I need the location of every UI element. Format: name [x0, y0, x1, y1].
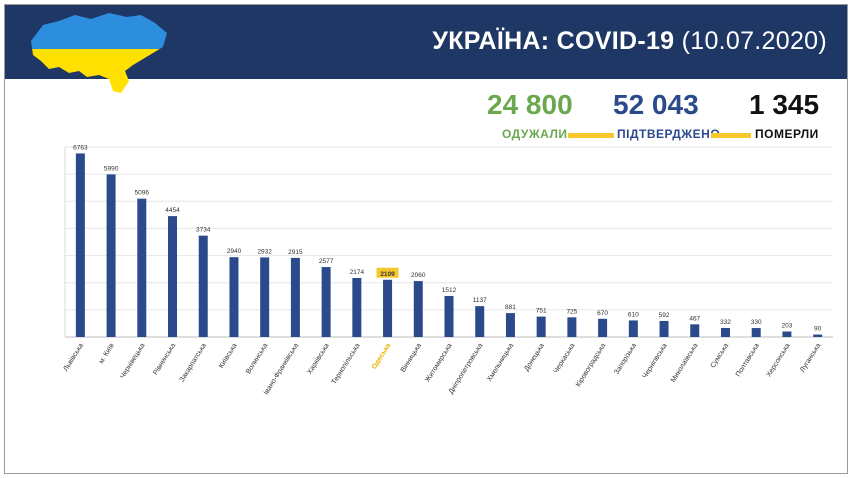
data-label: 2174 [350, 269, 365, 276]
data-label: 332 [720, 319, 731, 326]
bar [75, 153, 85, 337]
slide: УКРАЇНА: COVID-19 (10.07.2020) 24 800 52… [4, 4, 848, 474]
bar [751, 328, 761, 337]
title-text: УКРАЇНА: COVID-19 [432, 27, 675, 55]
bar [352, 277, 362, 337]
x-tick-label: Чернівецька [118, 342, 146, 380]
bar [321, 267, 331, 337]
data-label: 751 [536, 308, 547, 315]
x-tick-label: Луганська [799, 342, 822, 373]
x-tick-label: Івано-Франківська [262, 342, 300, 396]
data-label: 330 [751, 319, 762, 326]
x-tick-label: Київська [218, 342, 239, 369]
data-label: 881 [505, 304, 516, 311]
divider-bar [711, 133, 751, 138]
bar [505, 313, 515, 337]
bar [106, 174, 116, 337]
bar [413, 281, 423, 337]
x-tick-label: Миколаївська [670, 342, 700, 383]
data-label: 725 [566, 308, 577, 315]
data-label: 1512 [442, 287, 457, 294]
bar [475, 306, 485, 337]
data-label: 2109 [380, 271, 395, 278]
recovered-label: ОДУЖАЛИ [502, 127, 568, 141]
x-tick-label: Вінницька [399, 342, 423, 374]
data-label: 2915 [288, 249, 303, 256]
x-tick-label: Запорізька [613, 342, 639, 376]
data-label: 90 [814, 326, 822, 333]
x-tick-label: Харківська [305, 342, 330, 376]
x-tick-label: Хмельницька [486, 342, 515, 383]
data-label: 670 [597, 310, 608, 317]
bar [567, 317, 577, 337]
x-tick-label: Тернопільська [330, 342, 362, 386]
data-label: 592 [659, 312, 670, 319]
x-tick-label: Херсонська [766, 342, 792, 378]
bar [444, 295, 454, 337]
deaths-label: ПОМЕРЛИ [755, 127, 819, 141]
x-tick-label: Черкаська [553, 342, 577, 374]
bar [782, 331, 792, 337]
chart-bars [75, 153, 823, 337]
bar [137, 198, 147, 337]
data-label: 610 [628, 311, 639, 318]
page-title: УКРАЇНА: COVID-19 (10.07.2020) [432, 27, 827, 56]
x-tick-label: Донецька [523, 342, 546, 372]
bar [628, 320, 638, 337]
data-label: 3734 [196, 227, 211, 234]
bar [168, 216, 178, 337]
x-tick-label: Дніпропетровська [447, 342, 485, 396]
confirmed-count: 52 043 [613, 89, 699, 120]
x-tick-label: Волинська [245, 342, 269, 375]
bar [198, 235, 208, 337]
data-label: 2577 [319, 258, 334, 265]
ukraine-flag-map-icon [31, 13, 167, 93]
data-label: 2932 [257, 248, 272, 255]
bar [536, 316, 546, 337]
bar [383, 279, 393, 337]
bar [690, 324, 700, 337]
x-tick-label: м. Київ [98, 342, 116, 365]
data-label: 203 [781, 322, 792, 329]
data-label: 467 [689, 315, 700, 322]
x-tick-label: Чернігівська [641, 342, 669, 380]
bar [290, 257, 300, 337]
x-tick-label: Полтавська [735, 342, 761, 378]
data-label: 4454 [165, 207, 180, 214]
recovered-count: 24 800 [487, 89, 573, 120]
x-tick-label: Кіровоградська [574, 342, 607, 388]
bar [813, 334, 823, 337]
title-date: (10.07.2020) [681, 27, 827, 55]
x-tick-label: Львівська [62, 342, 85, 373]
data-label: 5096 [135, 190, 150, 197]
x-tick-label: Сумська [710, 342, 731, 369]
deaths-count: 1 345 [749, 89, 820, 120]
bar [229, 257, 239, 337]
bar [720, 327, 730, 337]
data-label: 2940 [227, 248, 242, 255]
data-label: 1137 [473, 297, 487, 304]
data-label-highlight [376, 267, 399, 278]
regions-bar-chart: 6763 Львівська 5990 м. Київ 5096 Чернівецька 4… [62, 144, 833, 396]
x-tick-label: Рівненська [151, 342, 177, 377]
x-tick-label: Одеська [371, 342, 392, 370]
confirmed-label: ПІДТВЕРДЖЕНО [617, 127, 721, 141]
data-label: 2060 [411, 272, 426, 279]
x-tick-label: Житомирська [424, 342, 453, 383]
data-label: 5990 [104, 165, 119, 172]
bar [659, 320, 669, 337]
divider-bar [568, 133, 614, 138]
bar [598, 318, 608, 337]
header-banner: УКРАЇНА: COVID-19 (10.07.2020) [5, 5, 847, 93]
x-tick-label: Закарпатська [179, 342, 208, 383]
data-label: 6763 [73, 144, 88, 151]
bar [260, 257, 270, 337]
